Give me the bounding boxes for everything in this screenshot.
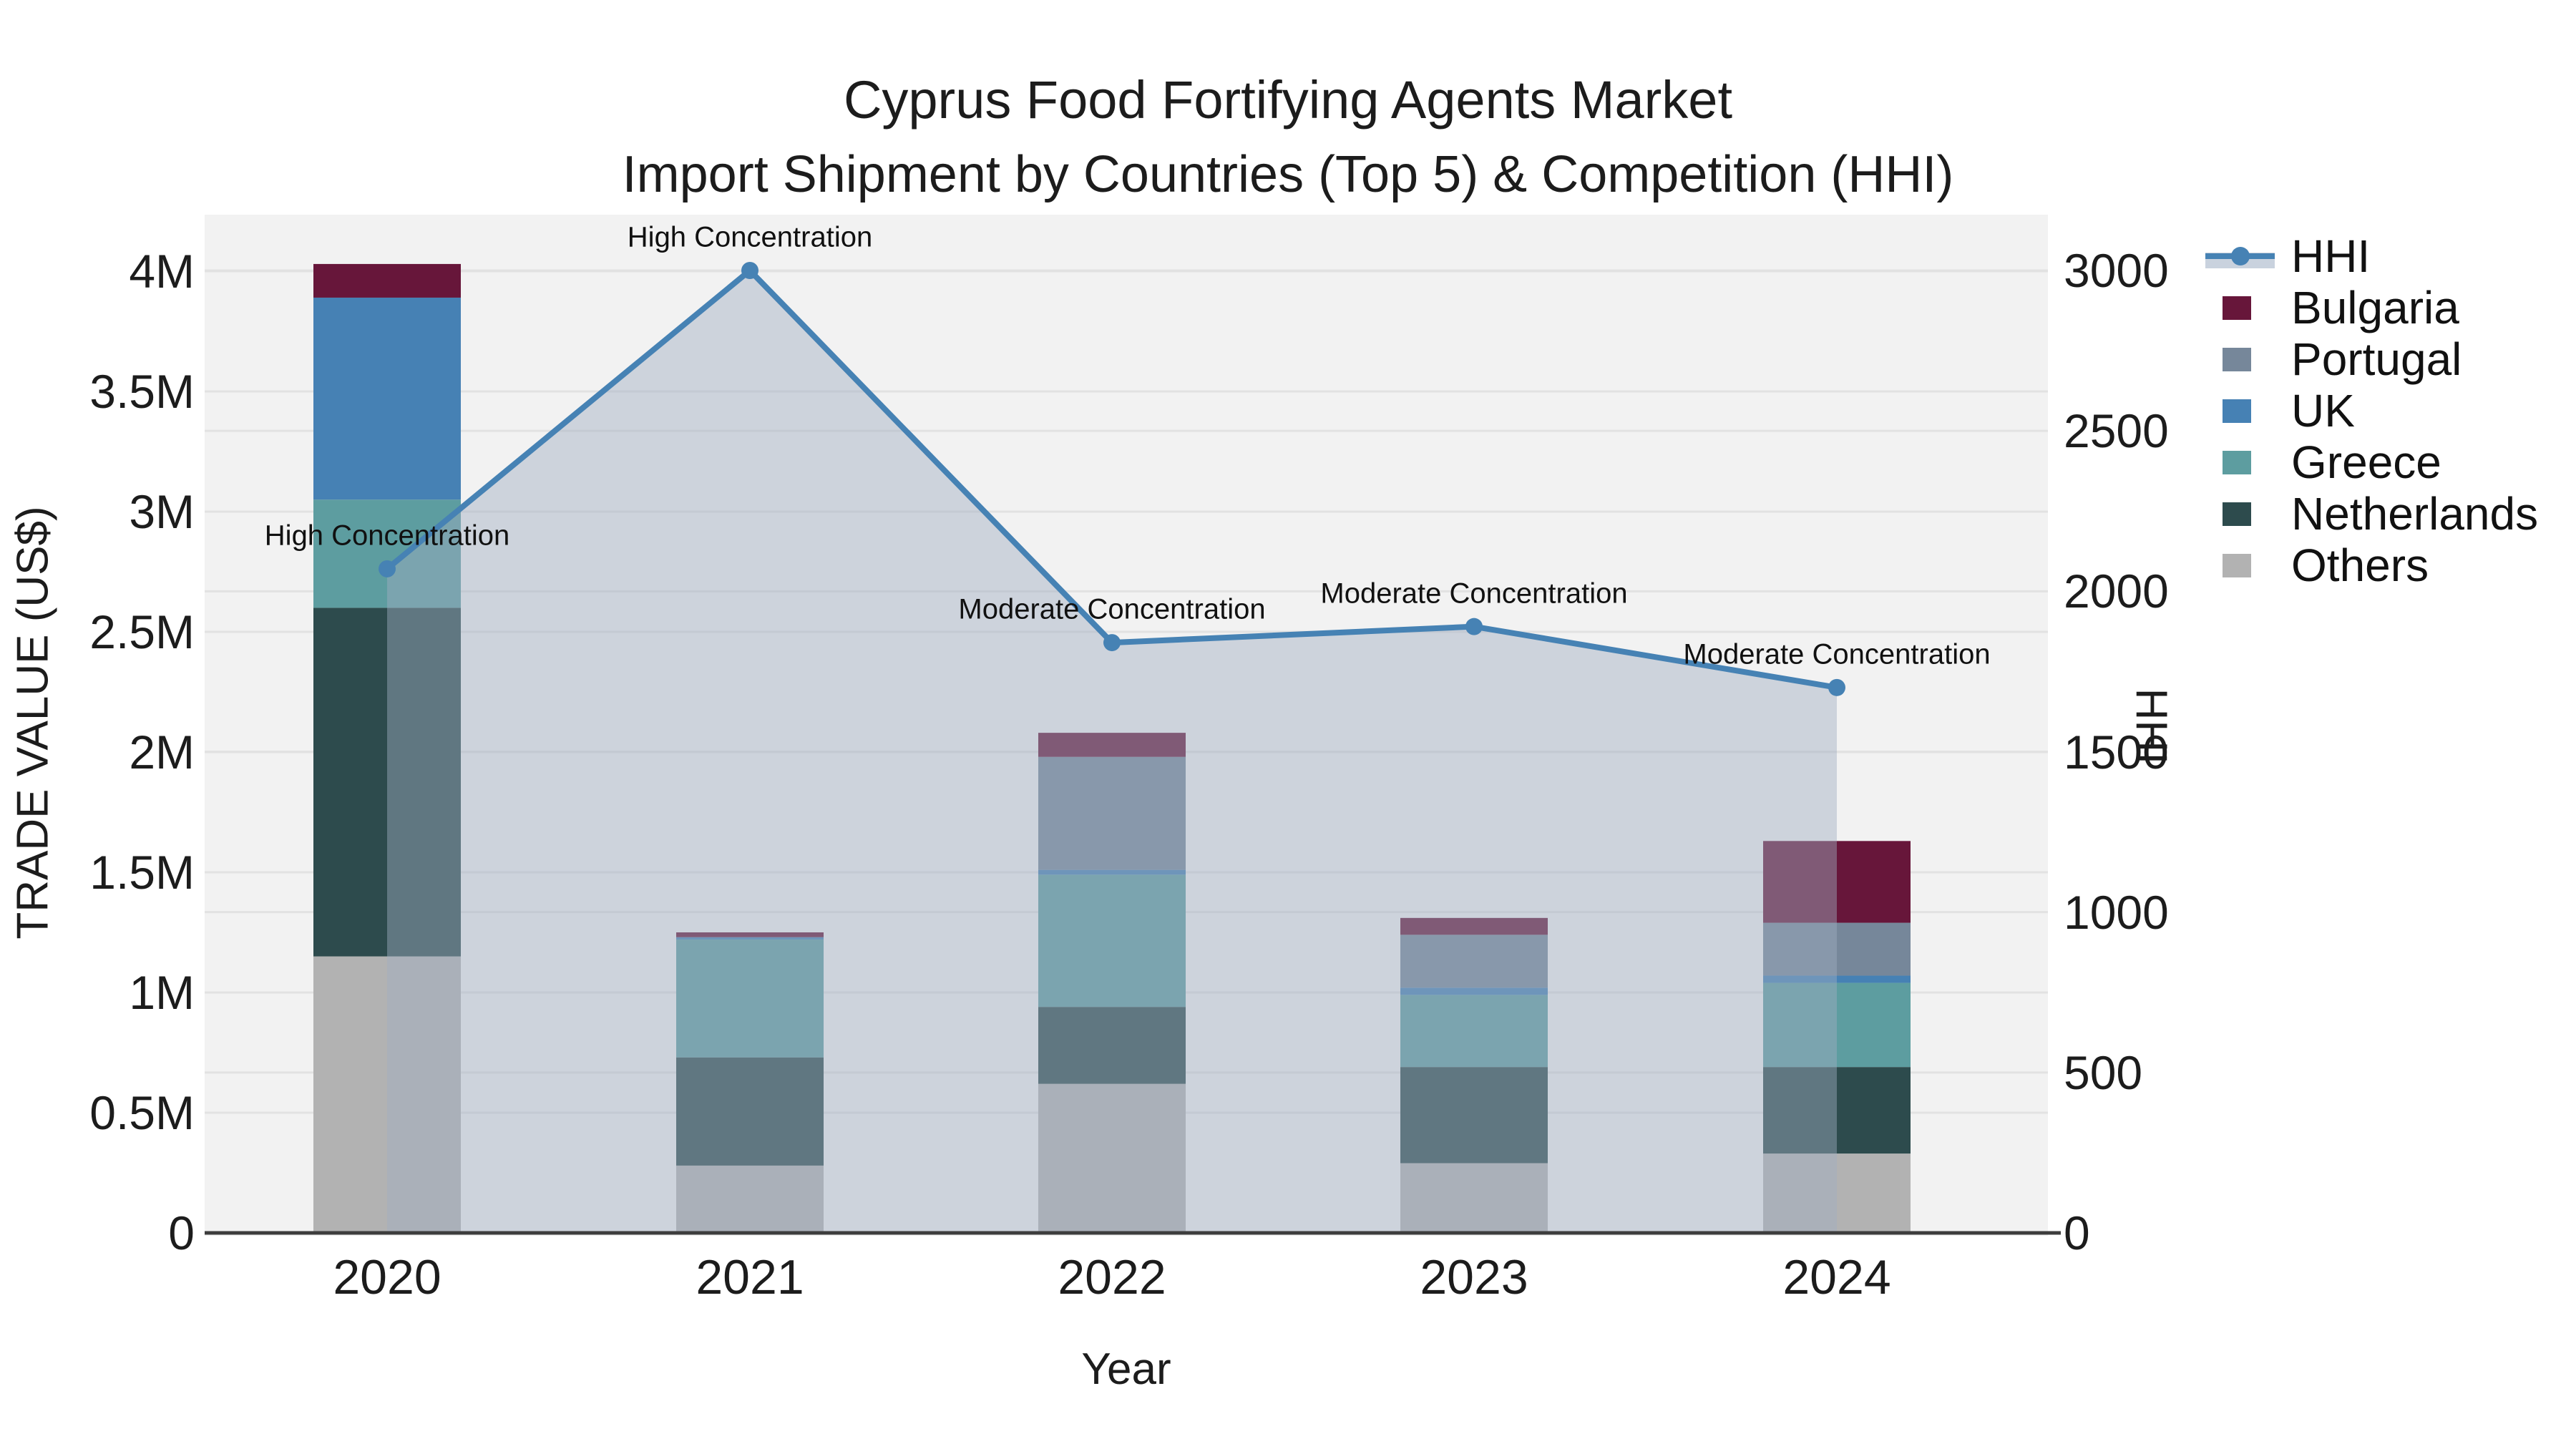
- legend-swatch-icon: [2205, 399, 2277, 423]
- bar-segment-others-2024: [1763, 1153, 1911, 1233]
- hhi-legend-glyph: [2205, 245, 2277, 268]
- x-tick-label: 2022: [1058, 1250, 1166, 1304]
- bar-segment-netherlands-2020: [313, 608, 461, 957]
- annotation-2021: High Concentration: [627, 221, 873, 253]
- annotation-2020: High Concentration: [264, 519, 510, 552]
- bar-segment-others-2023: [1400, 1163, 1548, 1233]
- bar-segment-greece-2020: [313, 499, 461, 608]
- legend-item-hhi: HHI: [2205, 230, 2538, 282]
- bar-segment-greece-2023: [1400, 995, 1548, 1068]
- bar-segment-others-2020: [313, 956, 461, 1233]
- bar-segment-portugal-2022: [1038, 756, 1186, 870]
- x-tick-label: 2020: [333, 1250, 441, 1304]
- hhi-marker-2021: [741, 262, 758, 279]
- right-tick-label: 500: [2064, 1045, 2143, 1099]
- bar-segment-bulgaria-2022: [1038, 733, 1186, 757]
- left-tick-label: 2.5M: [89, 605, 195, 658]
- legend: HHI Bulgaria Portugal UK Greece Netherlands Ot…: [2205, 230, 2538, 591]
- hhi-marker-2022: [1103, 634, 1121, 652]
- bar-segment-netherlands-2023: [1400, 1067, 1548, 1163]
- legend-swatch-icon: [2205, 553, 2277, 577]
- bar-segment-others-2021: [676, 1165, 824, 1233]
- left-tick-label: 4M: [129, 245, 195, 298]
- left-tick-label: 3.5M: [89, 365, 195, 418]
- legend-label: Portugal: [2291, 333, 2462, 385]
- legend-swatch-icon: [2205, 450, 2277, 474]
- bar-segment-greece-2022: [1038, 874, 1186, 1008]
- bar-segment-netherlands-2024: [1763, 1067, 1911, 1154]
- bar-segment-greece-2024: [1763, 982, 1911, 1068]
- bar-segment-greece-2021: [676, 940, 824, 1058]
- legend-item-portugal: Portugal: [2205, 333, 2538, 385]
- x-tick-label: 2021: [696, 1250, 804, 1304]
- bar-segment-uk-2023: [1400, 987, 1548, 995]
- legend-label: Greece: [2291, 436, 2441, 488]
- annotation-2024: Moderate Concentration: [1683, 638, 1991, 670]
- legend-label: UK: [2291, 385, 2355, 436]
- chart-subtitle: Import Shipment by Countries (Top 5) & C…: [622, 146, 1954, 203]
- left-tick-label: 1.5M: [89, 846, 195, 899]
- bar-segment-uk-2024: [1763, 975, 1911, 983]
- chart-title: Cyprus Food Fortifying Agents Market: [843, 70, 1733, 130]
- hhi-marker-2020: [379, 560, 396, 577]
- bar-segment-others-2022: [1038, 1083, 1186, 1233]
- bar-segment-netherlands-2021: [676, 1057, 824, 1166]
- x-tick-label: 2023: [1420, 1250, 1528, 1304]
- legend-label: HHI: [2291, 230, 2371, 282]
- bar-segment-portugal-2023: [1400, 935, 1548, 988]
- bar-segment-bulgaria-2023: [1400, 917, 1548, 935]
- legend-item-others: Others: [2205, 540, 2538, 591]
- left-tick-label: 0.5M: [89, 1086, 195, 1139]
- x-tick-label: 2024: [1782, 1250, 1891, 1304]
- right-tick-label: 2000: [2064, 565, 2169, 618]
- legend-swatch-icon: [2205, 296, 2277, 320]
- bar-segment-bulgaria-2021: [676, 932, 824, 937]
- left-tick-label: 0: [168, 1206, 195, 1259]
- right-tick-label: 1500: [2064, 725, 2169, 779]
- legend-item-uk: UK: [2205, 385, 2538, 436]
- bar-segment-bulgaria-2020: [313, 263, 461, 298]
- legend-item-bulgaria: Bulgaria: [2205, 282, 2538, 333]
- legend-label: Others: [2291, 540, 2429, 591]
- bar-segment-uk-2020: [313, 297, 461, 500]
- right-tick-label: 3000: [2064, 244, 2169, 297]
- left-tick-label: 1M: [129, 966, 195, 1019]
- right-tick-label: 1000: [2064, 885, 2169, 939]
- hhi-marker-2023: [1465, 618, 1483, 635]
- legend-swatch-icon: [2205, 502, 2277, 526]
- title-block: Cyprus Food Fortifying Agents Market Imp…: [0, 70, 2576, 204]
- left-tick-label: 3M: [129, 485, 195, 538]
- left-tick-label: 2M: [129, 726, 195, 779]
- legend-item-greece: Greece: [2205, 436, 2538, 488]
- legend-label: Bulgaria: [2291, 282, 2459, 333]
- bar-segment-uk-2022: [1038, 869, 1186, 875]
- legend-swatch-icon: [2205, 347, 2277, 371]
- bar-segment-bulgaria-2024: [1763, 841, 1911, 923]
- legend-label: Netherlands: [2291, 488, 2539, 540]
- bar-segment-netherlands-2022: [1038, 1007, 1186, 1084]
- bar-segment-uk-2021: [676, 937, 824, 940]
- annotation-2023: Moderate Concentration: [1320, 577, 1628, 610]
- hhi-area: [387, 270, 1837, 1233]
- right-tick-label: 2500: [2064, 404, 2169, 458]
- legend-item-netherlands: Netherlands: [2205, 488, 2538, 540]
- annotation-2022: Moderate Concentration: [958, 593, 1266, 625]
- right-tick-label: 0: [2064, 1206, 2090, 1259]
- x-axis-label: Year: [1081, 1345, 1171, 1394]
- hhi-marker-2024: [1828, 678, 1845, 696]
- bar-segment-portugal-2024: [1763, 922, 1911, 976]
